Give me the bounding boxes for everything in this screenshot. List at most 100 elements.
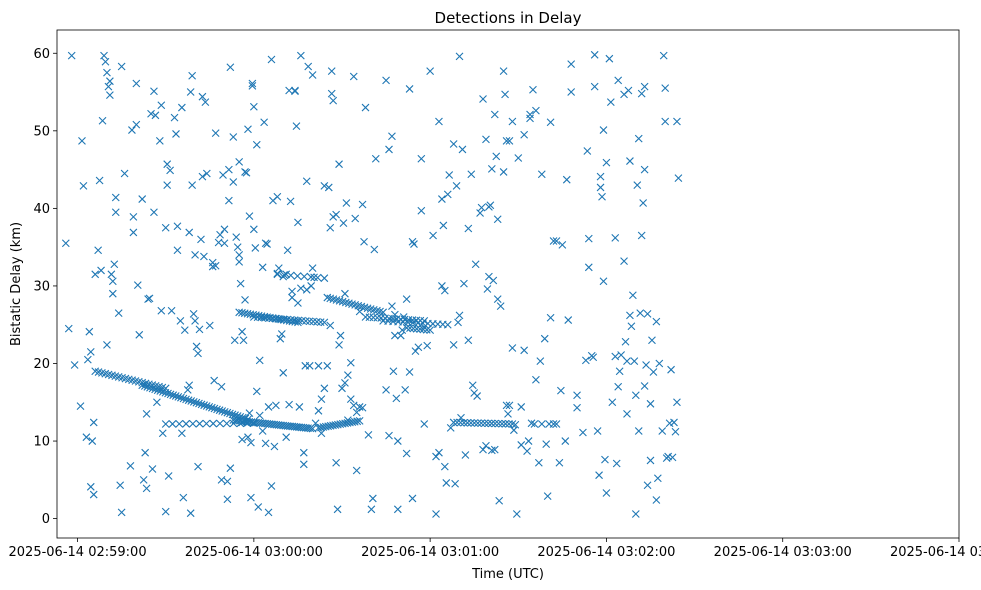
data-point-marker	[79, 182, 88, 190]
data-point-marker	[135, 330, 144, 339]
data-point-marker	[238, 435, 246, 444]
data-point-marker	[346, 395, 355, 404]
data-point-marker	[631, 391, 640, 400]
data-point-marker	[78, 137, 86, 145]
data-point-marker	[498, 419, 506, 428]
data-point-marker	[205, 321, 214, 330]
data-point-marker	[652, 496, 661, 504]
data-point-marker	[129, 213, 138, 221]
data-point-marker	[188, 71, 197, 80]
data-point-marker	[494, 419, 503, 428]
data-point-marker	[245, 409, 254, 418]
data-point-marker	[655, 359, 664, 368]
data-point-marker	[163, 181, 172, 190]
data-point-marker	[324, 183, 333, 192]
data-point-marker	[164, 389, 172, 398]
data-point-marker	[623, 410, 631, 418]
data-point-marker	[211, 261, 220, 270]
data-point-marker	[426, 67, 435, 75]
data-point-marker	[285, 400, 293, 409]
data-point-marker	[170, 113, 179, 122]
data-point-marker	[540, 334, 549, 343]
data-point-marker	[471, 260, 480, 269]
data-point-marker	[349, 401, 358, 410]
data-point-marker	[274, 264, 283, 272]
data-point-marker	[467, 170, 476, 179]
data-point-marker	[405, 85, 414, 93]
data-point-marker	[208, 262, 217, 271]
data-point-marker	[355, 403, 364, 411]
data-point-marker	[636, 309, 645, 317]
data-point-marker	[464, 336, 473, 345]
data-point-marker	[180, 326, 189, 335]
data-point-marker	[288, 287, 296, 296]
data-point-marker	[579, 428, 587, 437]
data-point-marker	[197, 235, 205, 244]
data-point-marker	[191, 316, 199, 325]
data-point-marker	[249, 102, 258, 111]
x-tick-label: 2025-06-14 02:59:00	[9, 545, 147, 560]
data-point-marker	[209, 419, 218, 428]
data-point-marker	[361, 103, 370, 112]
data-point-marker	[412, 324, 421, 333]
data-point-marker	[637, 231, 646, 240]
data-point-marker	[161, 420, 170, 428]
data-point-marker	[483, 285, 492, 293]
data-point-marker	[502, 137, 511, 145]
data-point-marker	[492, 152, 501, 161]
data-point-marker	[255, 411, 264, 420]
data-point-marker	[596, 172, 605, 181]
data-point-marker	[172, 130, 180, 138]
data-point-marker	[661, 117, 670, 126]
data-point-marker	[352, 466, 361, 475]
data-point-marker	[449, 140, 458, 148]
data-point-marker	[549, 237, 558, 245]
data-point-marker	[385, 145, 393, 154]
plot-frame	[56, 29, 960, 539]
data-point-marker	[239, 336, 248, 345]
data-point-marker	[626, 311, 634, 320]
data-point-marker	[94, 246, 103, 255]
data-point-marker	[238, 327, 246, 336]
data-point-marker	[175, 419, 184, 428]
data-point-marker	[426, 326, 435, 335]
data-point-marker	[411, 347, 420, 355]
data-point-marker	[294, 218, 302, 227]
x-axis-label: Time (UTC)	[471, 567, 544, 582]
data-point-marker	[195, 325, 204, 334]
data-point-marker	[439, 221, 448, 230]
data-point-marker	[505, 420, 513, 428]
data-point-marker	[300, 272, 309, 281]
data-point-marker	[192, 342, 201, 351]
data-point-marker	[643, 309, 652, 318]
data-point-marker	[402, 295, 411, 304]
data-point-marker	[236, 279, 245, 288]
y-tick-label: 30	[33, 279, 50, 294]
data-point-marker	[595, 471, 603, 480]
data-point-marker	[148, 384, 157, 393]
data-point-marker	[606, 98, 615, 107]
data-point-marker	[346, 358, 355, 367]
data-point-marker	[195, 399, 203, 408]
data-point-marker	[151, 111, 160, 120]
data-point-marker	[561, 437, 570, 445]
data-point-marker	[416, 325, 424, 334]
data-point-marker	[261, 439, 270, 448]
data-point-marker	[584, 263, 593, 272]
data-point-marker	[291, 87, 299, 96]
data-point-marker	[639, 199, 648, 207]
data-point-marker	[652, 317, 661, 326]
data-point-marker	[461, 451, 470, 459]
data-point-marker	[398, 326, 407, 335]
data-point-marker	[235, 251, 244, 259]
data-point-marker	[417, 206, 426, 215]
data-point-marker	[313, 273, 322, 282]
data-point-marker	[473, 392, 482, 400]
data-point-marker	[529, 85, 537, 94]
data-point-marker	[86, 347, 95, 356]
data-point-marker	[442, 479, 451, 487]
data-point-marker	[161, 223, 170, 232]
data-point-marker	[385, 431, 393, 440]
